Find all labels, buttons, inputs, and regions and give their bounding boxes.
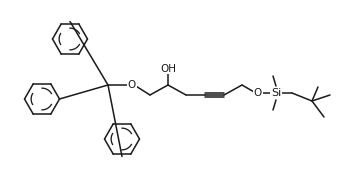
Text: O: O (254, 88, 262, 98)
Text: OH: OH (160, 64, 176, 74)
Text: O: O (128, 80, 136, 90)
Text: Si: Si (271, 88, 281, 98)
